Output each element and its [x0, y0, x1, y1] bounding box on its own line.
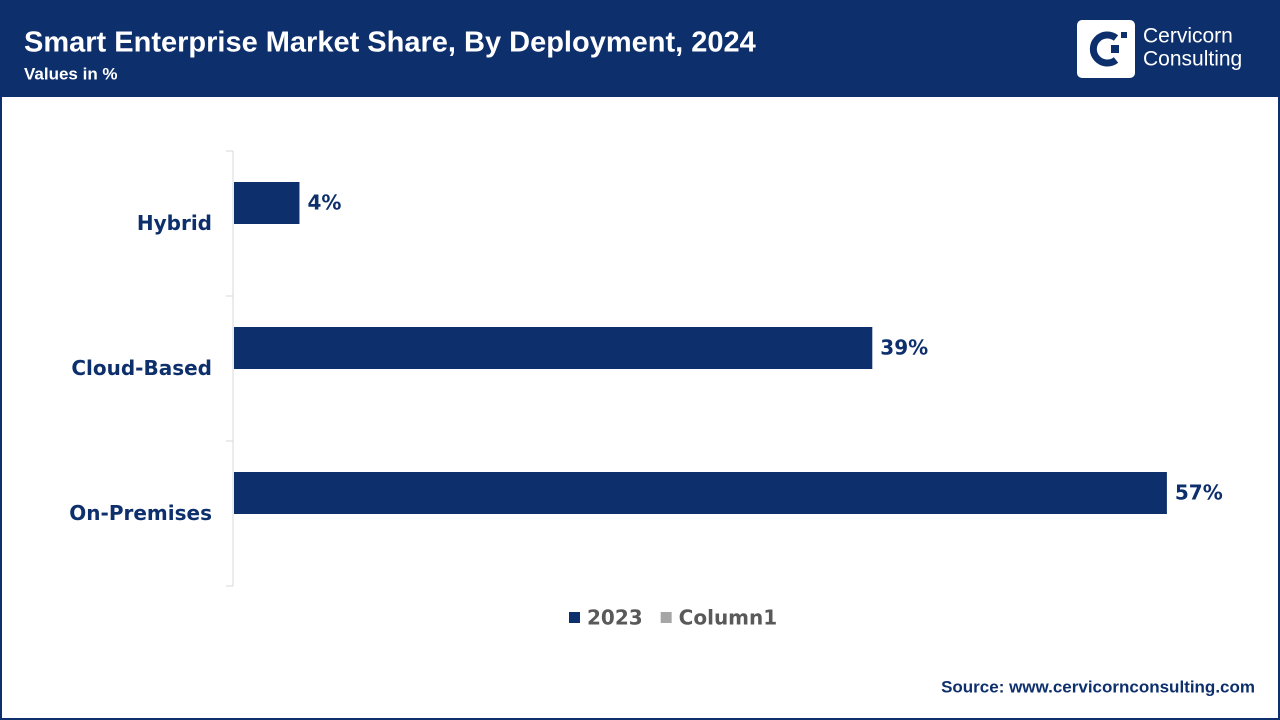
logo-box	[1077, 20, 1135, 78]
legend-swatch	[660, 612, 672, 623]
legend-label: 2023	[587, 606, 643, 630]
logo: Cervicorn Consulting	[1077, 20, 1242, 78]
logo-dot	[1111, 45, 1119, 53]
source: Source: www.cervicornconsulting.com	[941, 677, 1255, 696]
bar	[234, 472, 1167, 514]
header	[0, 0, 1280, 97]
brand-name: Cervicorn	[1143, 25, 1233, 48]
y-tick-label: On-Premises	[69, 501, 212, 525]
data-label: 39%	[880, 336, 928, 360]
legend-swatch	[569, 612, 580, 623]
data-label: 4%	[307, 191, 341, 215]
chart-subtitle: Values in %	[24, 64, 118, 83]
chart-title: Smart Enterprise Market Share, By Deploy…	[24, 27, 756, 59]
logo-dot	[1121, 32, 1127, 38]
legend-label: Column1	[679, 606, 778, 630]
data-label: 57%	[1175, 481, 1223, 505]
brand-name: Consulting	[1143, 48, 1242, 71]
logo-icon	[1089, 31, 1119, 67]
bar	[234, 327, 873, 369]
y-tick-label: Hybrid	[137, 211, 212, 235]
y-tick-label: Cloud-Based	[71, 356, 212, 380]
bar	[234, 182, 300, 224]
